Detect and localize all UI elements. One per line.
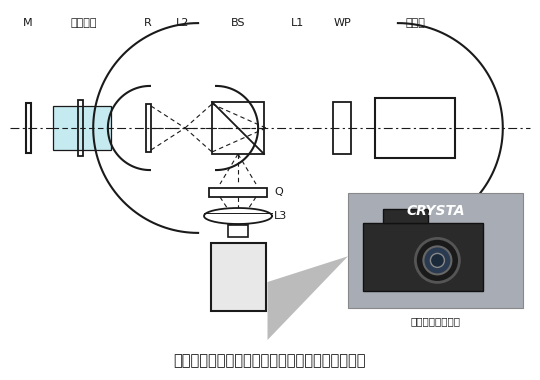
Text: 測定領域: 測定領域: [71, 18, 97, 28]
Text: BS: BS: [231, 18, 245, 28]
Text: Q: Q: [274, 187, 283, 197]
Text: 偏光高速度カメラ: 偏光高速度カメラ: [410, 316, 461, 326]
Bar: [211, 243, 266, 311]
Bar: [228, 225, 248, 237]
Bar: [145, 104, 151, 152]
Bar: [209, 187, 267, 196]
Text: L3: L3: [274, 211, 287, 221]
Text: M: M: [23, 18, 33, 28]
Text: WP: WP: [333, 18, 351, 28]
Text: L1: L1: [292, 18, 305, 28]
Polygon shape: [267, 256, 348, 340]
Circle shape: [415, 238, 460, 282]
Circle shape: [430, 253, 444, 268]
Bar: [212, 102, 264, 154]
Circle shape: [423, 246, 451, 274]
Bar: [78, 100, 83, 156]
Bar: [348, 193, 523, 308]
Text: 偏光高速度デジタル干渉計の光学システム概略図: 偏光高速度デジタル干渉計の光学システム概略図: [174, 353, 366, 368]
Bar: [383, 209, 428, 223]
Text: レーザ: レーザ: [405, 18, 425, 28]
Bar: [333, 102, 351, 154]
Text: CRYSTA: CRYSTA: [406, 204, 465, 218]
Bar: [363, 223, 483, 291]
Bar: [25, 103, 30, 153]
Bar: [375, 98, 455, 158]
Text: R: R: [144, 18, 152, 28]
Text: L2: L2: [177, 18, 190, 28]
Bar: [53, 106, 111, 150]
